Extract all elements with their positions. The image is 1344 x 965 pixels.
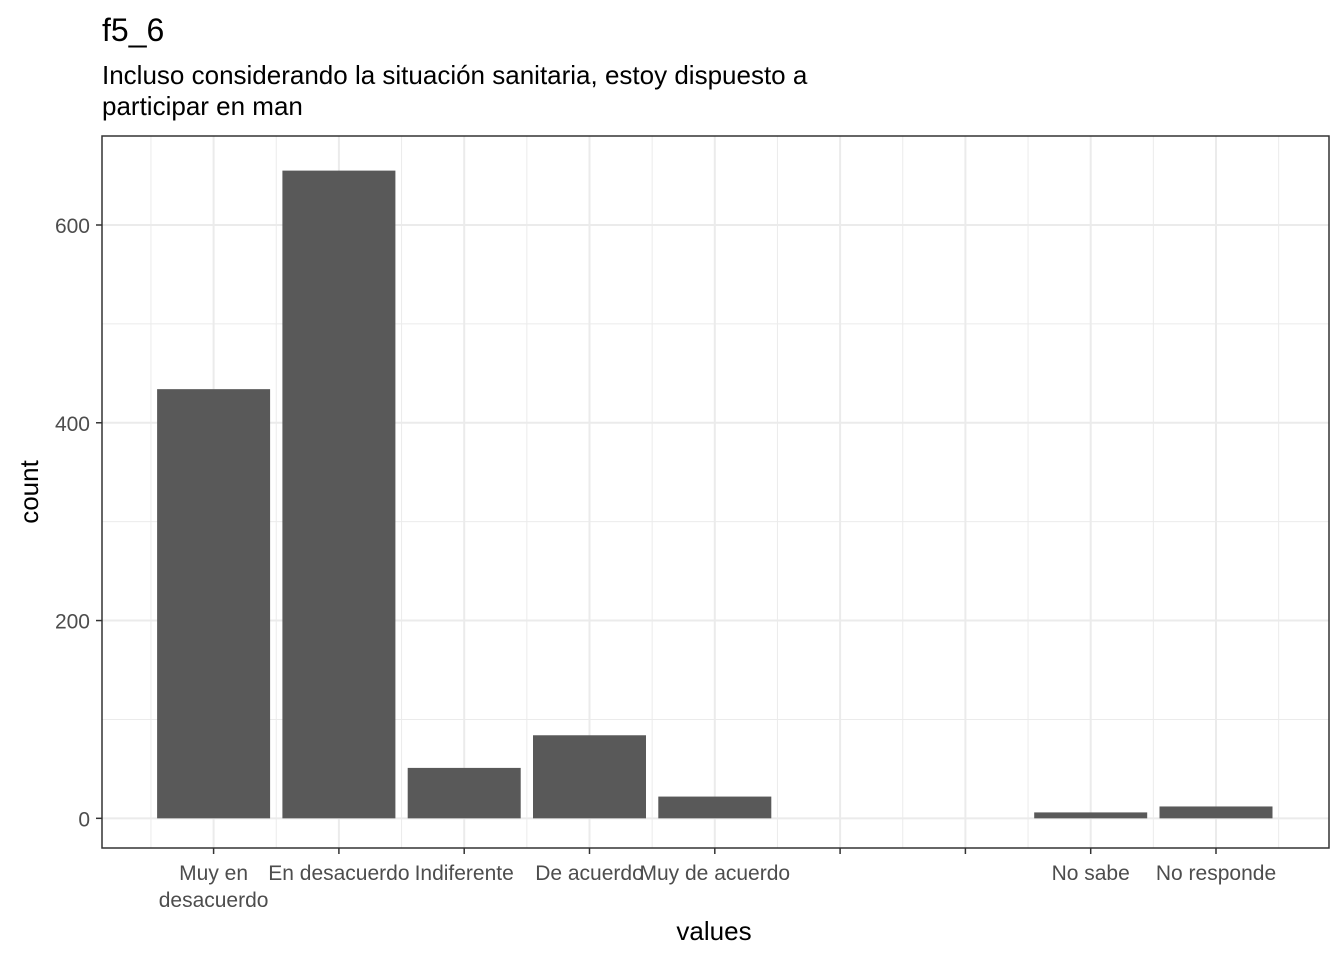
bar <box>282 170 396 819</box>
x-tick-label: No responde <box>1156 862 1276 885</box>
chart-subtitle-line-1: Incluso considerando la situación sanita… <box>102 60 808 90</box>
y-axis-title: count <box>14 459 44 523</box>
x-tick-label: No sabe <box>1052 862 1130 885</box>
bar <box>1034 812 1148 819</box>
x-tick-label: Muy de acuerdo <box>640 862 791 885</box>
x-tick-label: Indiferente <box>415 862 514 885</box>
x-tick-label: Muy en <box>179 862 248 885</box>
bar <box>533 735 646 819</box>
panel-border <box>101 135 1330 849</box>
bar <box>157 389 271 819</box>
x-tick-label: desacuerdo <box>159 889 269 912</box>
axes: 0 200 400 600 Muy en desacuerdo En desacuerdo I… <box>55 215 1276 912</box>
bar <box>658 796 772 819</box>
chart-title: f5_6 <box>102 12 164 48</box>
bar <box>1159 806 1273 819</box>
y-tick-label: 0 <box>78 808 90 831</box>
bars <box>157 170 1273 819</box>
bar <box>407 767 521 819</box>
x-tick-label: En desacuerdo <box>268 862 409 885</box>
x-tick-label: De acuerdo <box>535 862 644 885</box>
y-tick-label: 400 <box>55 413 90 436</box>
y-tick-label: 600 <box>55 215 90 238</box>
chart-subtitle-line-2: participar en man <box>102 91 303 121</box>
x-axis-title: values <box>676 916 751 946</box>
y-tick-label: 200 <box>55 611 90 634</box>
